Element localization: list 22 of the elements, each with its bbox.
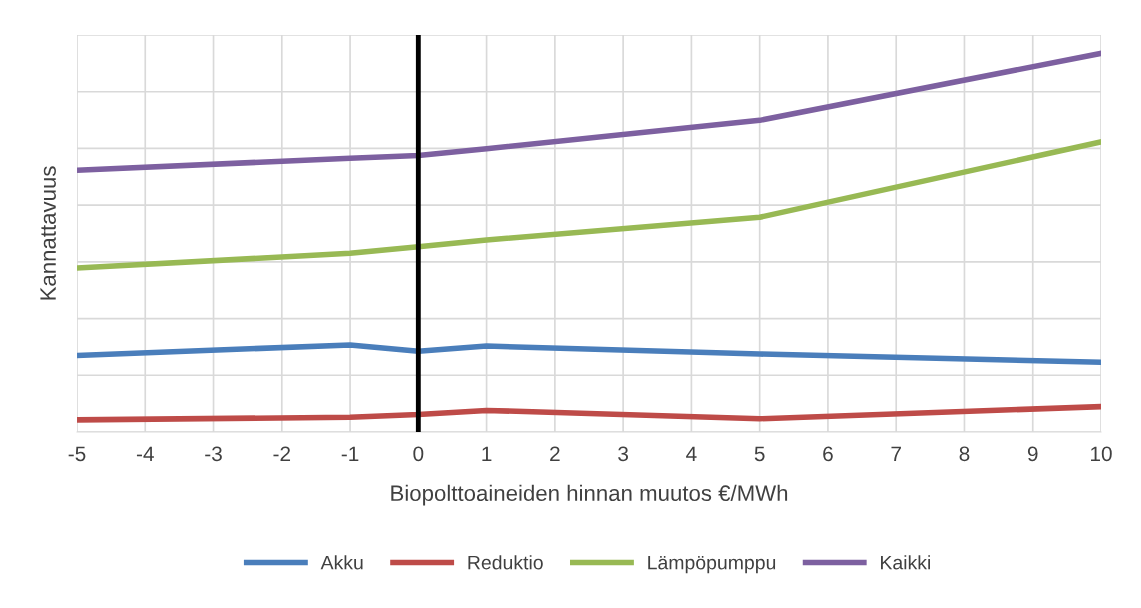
legend-label: Lämpöpumppu [648,555,776,574]
x-tick-label: -1 [341,446,359,461]
x-tick-label: 10 [1091,446,1112,462]
x-tick-label: 5 [754,446,765,462]
x-tick-label: 1 [482,446,492,461]
legend-label: Akku [320,555,363,570]
x-tick-label: 9 [1027,446,1038,462]
x-tick-label: -5 [68,446,86,462]
x-tick-label: 8 [959,446,970,462]
y-axis-title: Kannattavuus [40,166,56,300]
x-tick-label: 0 [413,446,424,462]
legend-label: Reduktio [468,555,543,570]
x-tick-label: 6 [823,446,833,462]
x-tick-label: 3 [618,446,629,462]
x-tick-label: 4 [686,446,697,461]
x-tick-label: 2 [550,446,560,461]
x-tick-label: -2 [273,446,291,461]
x-tick-label: -3 [205,446,222,462]
x-tick-label: -4 [136,446,154,461]
x-tick-label: 7 [891,446,901,461]
x-axis-title: Biopolttoaineiden hinnan muutos €/MWh [391,484,788,506]
legend-label: Kaikki [881,555,930,570]
